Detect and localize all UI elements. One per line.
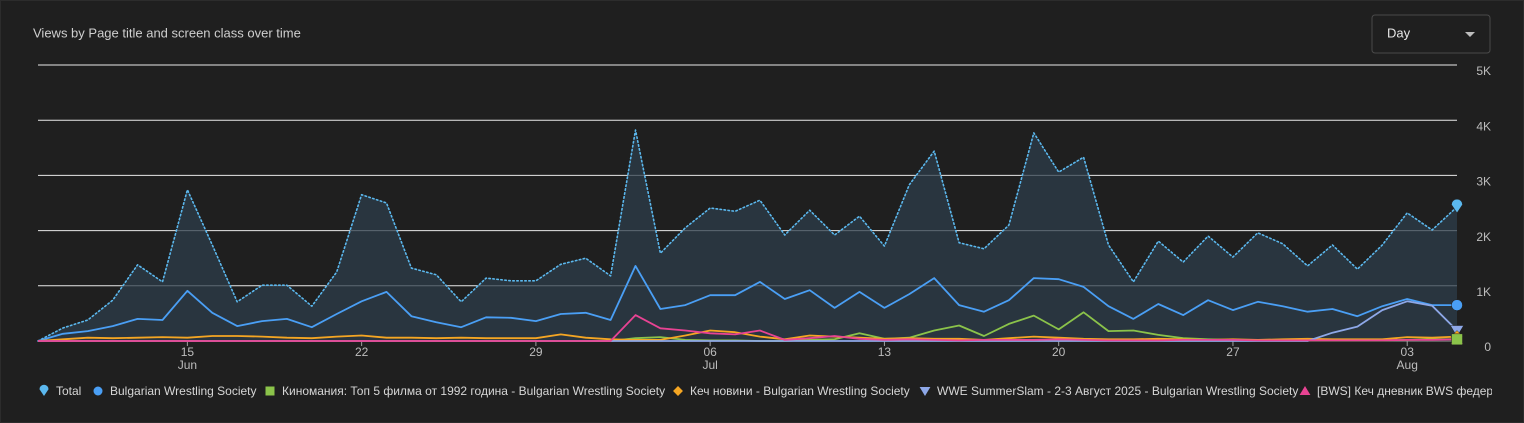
legend-marker [265, 386, 275, 396]
y-tick-label: 0 [1484, 340, 1491, 354]
y-tick-label: 3K [1476, 175, 1491, 189]
series-area [38, 130, 1457, 341]
y-tick-label: 2K [1476, 230, 1491, 244]
legend-label: Кеч новини - Bulgarian Wrestling Society [690, 384, 910, 398]
end-marker [1451, 198, 1463, 214]
dropdown-box[interactable] [1371, 14, 1491, 54]
legend: Total Bulgarian Wrestling Society Киномани… [39, 384, 1500, 398]
x-tick-label: 03 [1401, 345, 1415, 359]
legend-label: [BWS] Кеч дневник BWS федера [1317, 384, 1500, 398]
series-line [38, 314, 1458, 342]
legend-marker [673, 386, 683, 396]
legend-label: Bulgarian Wrestling Society [110, 384, 257, 398]
x-tick-label: 22 [355, 345, 369, 359]
x-tick-label: 06 [703, 345, 717, 359]
legend-label: Total [56, 384, 81, 398]
chart-title: Views by Page title and screen class ove… [33, 25, 301, 40]
legend-marker [39, 384, 49, 396]
legend-marker [93, 386, 103, 396]
y-tick-label: 1K [1476, 285, 1491, 299]
x-tick-month: Jul [702, 358, 717, 372]
dropdown-label[interactable]: Day [1387, 25, 1411, 40]
x-tick-label: 13 [878, 345, 892, 359]
interval-dropdown[interactable]: Day [1371, 14, 1491, 54]
x-tick-month: Aug [1397, 358, 1418, 372]
end-marker [1451, 333, 1463, 346]
x-tick-label: 20 [1052, 345, 1066, 359]
y-tick-label: 4K [1476, 119, 1491, 133]
legend-marker [919, 386, 931, 396]
end-marker [1451, 299, 1463, 311]
x-tick-label: 29 [529, 345, 543, 359]
x-tick-label: 15 [181, 345, 195, 359]
legend-label: WWE SummerSlam - 2-3 Август 2025 - Bulga… [937, 384, 1298, 398]
dropdown-caret[interactable] [1465, 32, 1475, 37]
x-tick-label: 27 [1226, 345, 1240, 359]
legend-marker [1299, 386, 1311, 396]
series-line [37, 129, 1458, 342]
x-tick-month: Jun [178, 358, 197, 372]
y-tick-label: 5K [1476, 64, 1491, 78]
legend-label: Киномания: Топ 5 филма от 1992 година - … [282, 384, 665, 398]
series-line [37, 265, 1457, 342]
